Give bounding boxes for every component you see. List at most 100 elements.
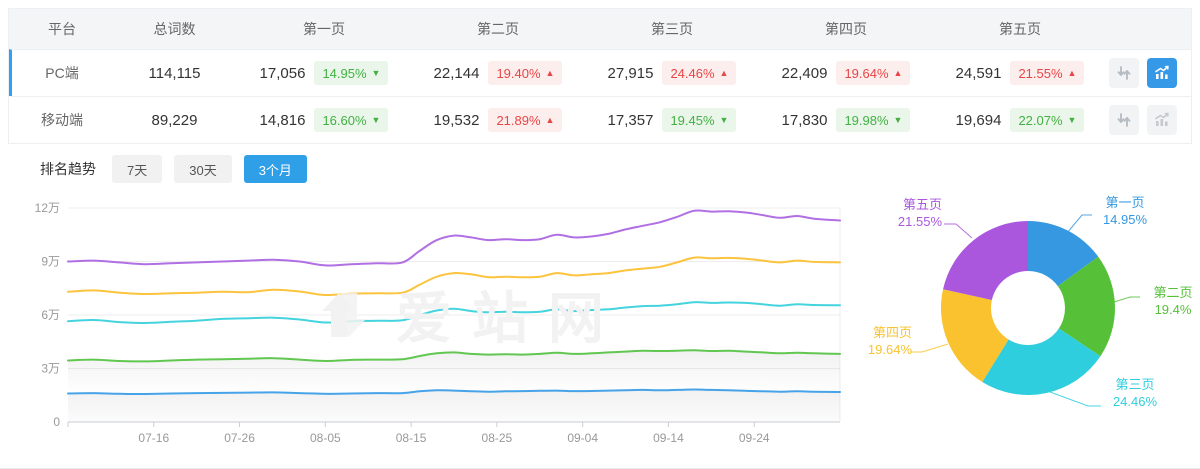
page-3-cell: 27,915 24.46% ▲ [585,61,759,85]
page-5-cell: 24,591 21.55% ▲ [933,61,1107,85]
change-badge: 21.89% ▲ [488,108,563,132]
donut-label-page-3: 第三页 24.46% [1112,377,1158,409]
arrow-up-icon: ▲ [893,67,903,78]
page-share-donut-chart: 第一页 14.95% 第二页 19.4% 第三页 24.46% 第四页 19.64% 第… [860,186,1200,462]
trend-line-series-cyan [67,301,841,325]
sort-arrows-button[interactable] [1109,58,1139,88]
page-4-cell: 17,830 19.98% ▼ [759,108,933,132]
trend-line-series-green [67,349,841,363]
arrow-up-icon: ▲ [1067,67,1077,78]
tab-7-days[interactable]: 7天 [112,155,163,183]
svg-text:08-15: 08-15 [396,431,427,445]
donut-label-page-1: 第一页 14.95% [1102,195,1148,227]
donut-label-page-2: 第二页 19.4% [1153,285,1193,317]
table-header: 平台 总词数 第一页 第二页 第三页 第四页 第五页 [9,9,1191,49]
donut-label-page-4: 第四页 19.64% [867,325,912,357]
svg-text:09-24: 09-24 [739,431,770,445]
line-chart-svg: 12万 9万 6万 3万 0 07-16 07-26 08-05 08-15 08-25 09-04… [35,201,841,445]
svg-text:07-26: 07-26 [224,431,255,445]
arrow-down-icon: ▼ [893,114,903,125]
svg-text:08-05: 08-05 [310,431,341,445]
svg-text:0: 0 [53,415,60,429]
change-badge: 19.98% ▼ [836,108,911,132]
trend-chart-button[interactable] [1147,105,1177,135]
page-2-cell: 22,144 19.40% ▲ [411,61,585,85]
arrow-down-icon: ▼ [719,114,729,125]
keyword-count: 22,144 [433,64,480,82]
header-page-4: 第四页 [825,21,867,37]
trend-line-series-blue [67,388,841,396]
change-badge: 16.60% ▼ [314,108,389,132]
sort-arrows-button[interactable] [1109,105,1139,135]
arrow-up-icon: ▲ [545,114,555,125]
trend-title: 排名趋势 [40,161,96,177]
platform-label: PC端 [45,65,79,81]
donut-slice-3 [982,328,1101,396]
svg-text:3万: 3万 [41,362,60,376]
trend-line-series-purple [67,209,841,267]
svg-text:6万: 6万 [41,308,60,322]
keyword-count: 19,532 [433,111,480,129]
donut-slice-2 [1057,256,1115,357]
table-row[interactable]: PC端 114,115 17,056 14.95% ▼ 22,144 19.40… [9,49,1191,96]
header-page-2: 第二页 [477,21,519,37]
donut-slice-4 [941,289,1009,383]
change-badge: 19.45% ▼ [662,108,737,132]
table-row[interactable]: 移动端 89,229 14,816 16.60% ▼ 19,532 21.89%… [9,96,1191,143]
header-page-1: 第一页 [303,21,345,37]
change-badge: 24.46% ▲ [662,61,737,85]
change-badge: 14.95% ▼ [314,61,389,85]
donut-slice-1 [1028,221,1099,287]
trend-line-series-yellow [67,256,841,297]
page-1-cell: 14,816 16.60% ▼ [237,108,411,132]
keyword-rank-table: 平台 总词数 第一页 第二页 第三页 第四页 第五页 PC端 114,115 1… [8,8,1192,144]
arrow-up-icon: ▲ [719,67,729,78]
svg-text:9万: 9万 [41,255,60,269]
tab-3-months[interactable]: 3个月 [243,155,307,183]
arrow-down-icon: ▼ [1067,114,1077,125]
page-1-cell: 17,056 14.95% ▼ [237,61,411,85]
header-page-3: 第三页 [651,21,693,37]
keyword-count: 19,694 [955,111,1002,129]
page-4-cell: 22,409 19.64% ▲ [759,61,933,85]
change-badge: 21.55% ▲ [1010,61,1085,85]
change-badge: 19.64% ▲ [836,61,911,85]
change-badge: 19.40% ▲ [488,61,563,85]
donut-label-page-5: 第五页 21.55% [897,197,942,229]
trend-line-chart: 12万 9万 6万 3万 0 07-16 07-26 08-05 08-15 08-25 09-04… [8,192,860,462]
row-actions [1107,58,1191,88]
tab-30-days[interactable]: 30天 [174,155,232,183]
svg-text:09-14: 09-14 [653,431,684,445]
keyword-count: 17,830 [781,111,828,129]
keyword-count: 17,357 [607,111,654,129]
page-2-cell: 19,532 21.89% ▲ [411,108,585,132]
change-badge: 22.07% ▼ [1010,108,1085,132]
svg-text:12万: 12万 [35,201,60,215]
svg-text:08-25: 08-25 [482,431,513,445]
row-actions [1107,105,1191,135]
keyword-count: 27,915 [607,64,654,82]
arrow-up-icon: ▲ [545,67,555,78]
donut-svg [910,214,1140,407]
page-3-cell: 17,357 19.45% ▼ [585,108,759,132]
keyword-count: 14,816 [259,111,306,129]
header-platform: 平台 [48,21,76,37]
trend-toolbar: 排名趋势 7天 30天 3个月 [8,155,307,183]
header-page-5: 第五页 [999,21,1041,37]
header-total-words: 总词数 [153,21,196,37]
keyword-count: 22,409 [781,64,828,82]
table-body: PC端 114,115 17,056 14.95% ▼ 22,144 19.40… [9,49,1191,143]
page-5-cell: 19,694 22.07% ▼ [933,108,1107,132]
keyword-count: 24,591 [955,64,1002,82]
svg-text:07-16: 07-16 [138,431,169,445]
arrow-down-icon: ▼ [371,67,381,78]
platform-label: 移动端 [41,112,83,128]
svg-text:09-04: 09-04 [567,431,598,445]
total-words-value: 89,229 [151,111,198,129]
keyword-count: 17,056 [259,64,306,82]
donut-slice-5 [943,221,1028,301]
total-words-value: 114,115 [148,64,201,82]
arrow-down-icon: ▼ [371,114,381,125]
trend-chart-button[interactable] [1147,58,1177,88]
